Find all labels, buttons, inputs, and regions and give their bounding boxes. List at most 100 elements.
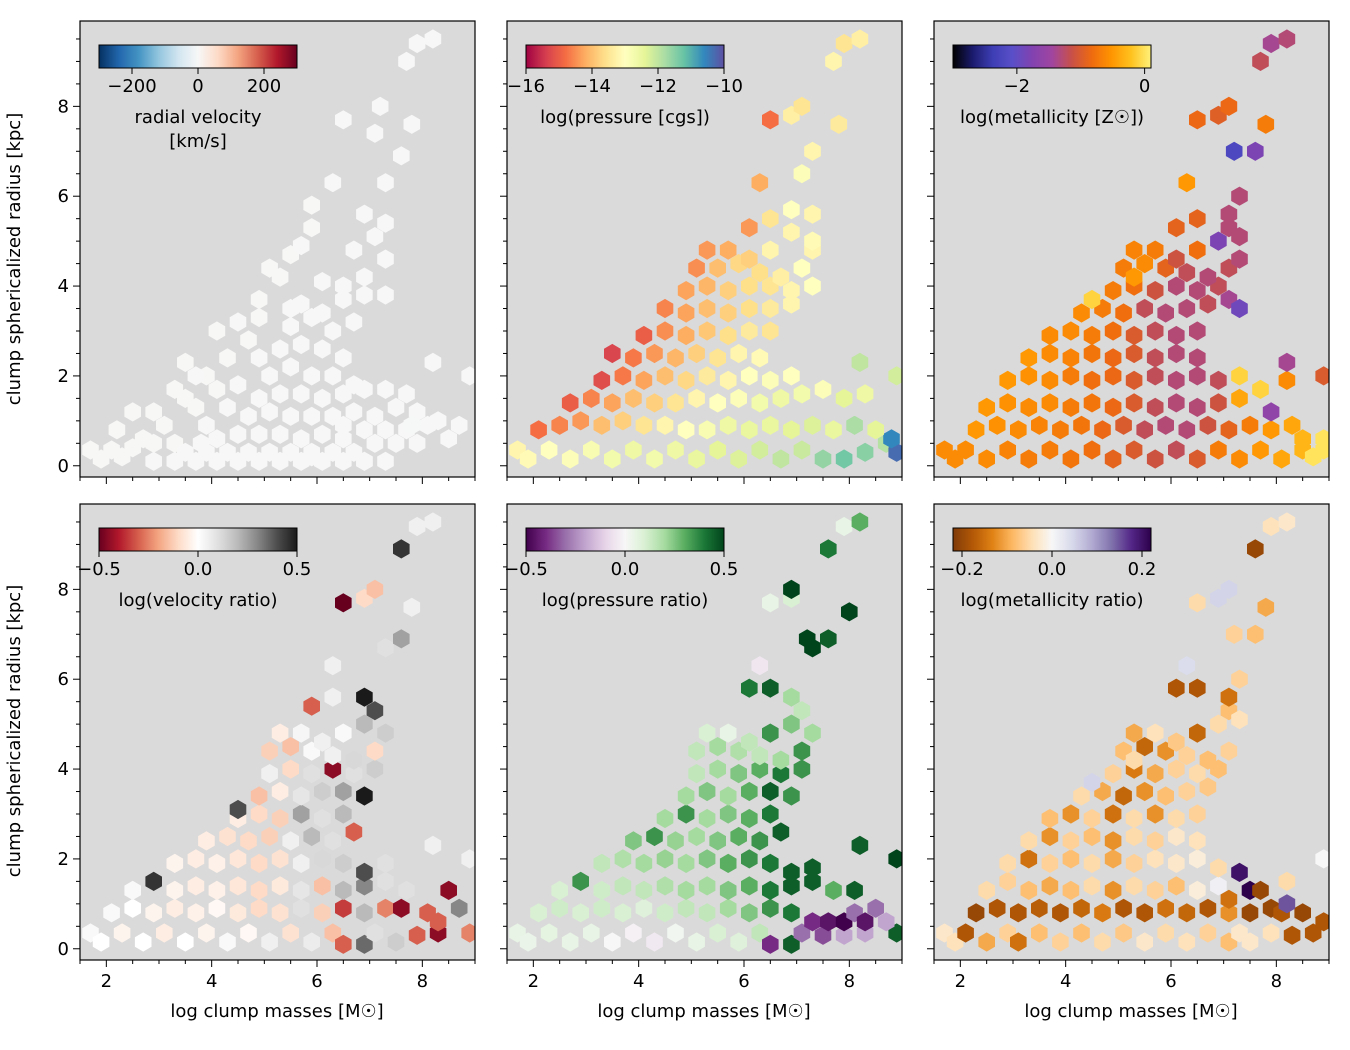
hexbin-cell <box>377 173 394 193</box>
hexbin-cell <box>366 923 384 943</box>
hexbin-cell <box>793 164 811 184</box>
hexbin-cell <box>356 285 373 305</box>
hexbin-layer <box>936 512 1329 952</box>
hexbin-cell <box>561 932 579 952</box>
hexbin-cell <box>92 932 110 952</box>
hexbin-cell <box>187 903 205 923</box>
colorbar-tick-label: −0.2 <box>940 559 984 580</box>
hexbin-cell <box>393 898 410 918</box>
hexbin-cell <box>1168 876 1185 896</box>
hexbin-cell <box>377 451 394 471</box>
hexbin-cell <box>292 384 310 404</box>
hexbin-cell <box>1062 321 1080 341</box>
hexbin-cell <box>1220 204 1238 224</box>
hexbin-cell <box>804 276 821 296</box>
hexbin-cell <box>208 429 226 449</box>
hexbin-cell <box>551 880 568 900</box>
hexbin-cell <box>667 348 684 368</box>
hexbin-cell <box>1157 898 1174 918</box>
hexbin-cell <box>335 781 352 802</box>
hexbin-cell <box>1304 923 1322 943</box>
hexbin-cell <box>1199 415 1217 435</box>
hexbin-cell <box>1278 871 1296 891</box>
hexbin-cell <box>1199 898 1217 918</box>
hexbin-cell <box>1146 831 1164 851</box>
hexbin-cell <box>1041 343 1059 364</box>
hexbin-cell <box>124 898 141 918</box>
hexbin-cell <box>1125 876 1143 896</box>
hexbin-cell <box>324 656 342 676</box>
hexbin-cell <box>719 723 737 743</box>
hexbin-cell <box>698 276 716 296</box>
hexbin-cell <box>1252 379 1269 399</box>
hexbin-cell <box>814 449 832 469</box>
hexbin-cell <box>688 826 705 847</box>
hexbin-cell <box>335 289 352 310</box>
colorbar-tick-label: 0.2 <box>1128 559 1157 580</box>
hexbin-cell <box>1052 420 1069 440</box>
hexbin-cell <box>1020 397 1038 417</box>
hexbin-cell <box>730 932 747 952</box>
xlabel-left: log clump masses [M☉] <box>170 1001 383 1022</box>
hexbin-cell <box>883 429 900 449</box>
hexbin-cell <box>156 415 173 435</box>
hexbin-cell <box>1136 903 1153 923</box>
hexbin-cell <box>1094 420 1111 440</box>
hexbin-cell <box>250 307 268 328</box>
hexbin-cell <box>730 343 747 364</box>
hexbin-cell <box>751 759 769 779</box>
hexbin-cell <box>593 415 611 435</box>
hexbin-cell <box>314 876 331 896</box>
hexbin-cell <box>783 366 800 386</box>
hexbin-cell <box>1220 420 1238 440</box>
hexbin-cell <box>1104 764 1122 784</box>
hexbin-cell <box>1041 370 1059 390</box>
hexbin-cell <box>1083 826 1101 847</box>
hexbin-cell <box>335 898 352 918</box>
hexbin-cell <box>804 723 821 743</box>
hexbin-cell <box>324 173 342 193</box>
hexbin-cell <box>1073 786 1090 806</box>
colorbar-tick-label: −2 <box>1004 76 1031 97</box>
hexbin-cell <box>1010 932 1027 952</box>
hexbin-cell <box>377 379 394 399</box>
y-tick-label: 6 <box>58 186 69 207</box>
colorbar-label: log(metallicity ratio) <box>960 590 1143 611</box>
hexbin-cell <box>1073 303 1090 323</box>
hexbin-cell <box>335 853 352 873</box>
hexbin-cell <box>282 442 299 462</box>
hexbin-cell <box>1062 849 1080 869</box>
hexbin-cell <box>1115 303 1132 323</box>
hexbin-cell <box>1189 764 1206 784</box>
hexbin-cell <box>314 808 331 829</box>
hexbin-cell <box>1189 831 1206 851</box>
hexbin-cell <box>804 638 821 658</box>
hexbin-cell <box>345 750 363 770</box>
hexbin-cell <box>393 629 410 649</box>
hexbin-cell <box>1125 723 1143 743</box>
hexbin-cell <box>1231 710 1248 730</box>
hexbin-cell <box>593 370 611 390</box>
hexbin-cell <box>762 781 779 802</box>
hexbin-cell <box>1146 804 1164 824</box>
hexbin-layer <box>82 512 475 954</box>
hexbin-cell <box>198 415 215 435</box>
hexbin-cell <box>1168 370 1185 390</box>
hexbin-layer <box>509 512 902 954</box>
y-tick-label: 8 <box>58 579 69 600</box>
hexbin-cell <box>1315 912 1329 932</box>
hexbin-cell <box>387 433 405 453</box>
hexbin-cell <box>988 898 1006 918</box>
hexbin-cell <box>762 934 779 954</box>
hexbin-cell <box>730 388 747 408</box>
hexbin-cell <box>783 786 800 806</box>
colorbar-label: [km/s] <box>169 131 226 152</box>
hexbin-cell <box>335 723 352 743</box>
hexbin-cell <box>999 393 1016 413</box>
hexbin-cell <box>677 804 695 824</box>
hexbin-cell <box>208 898 226 918</box>
hexbin-cell <box>1315 366 1329 386</box>
panel-pressure: −16 −14 −12 −10 log(pressure [cgs]) <box>500 20 903 484</box>
hexbin-cell <box>261 932 278 952</box>
hexbin-cell <box>741 849 758 869</box>
